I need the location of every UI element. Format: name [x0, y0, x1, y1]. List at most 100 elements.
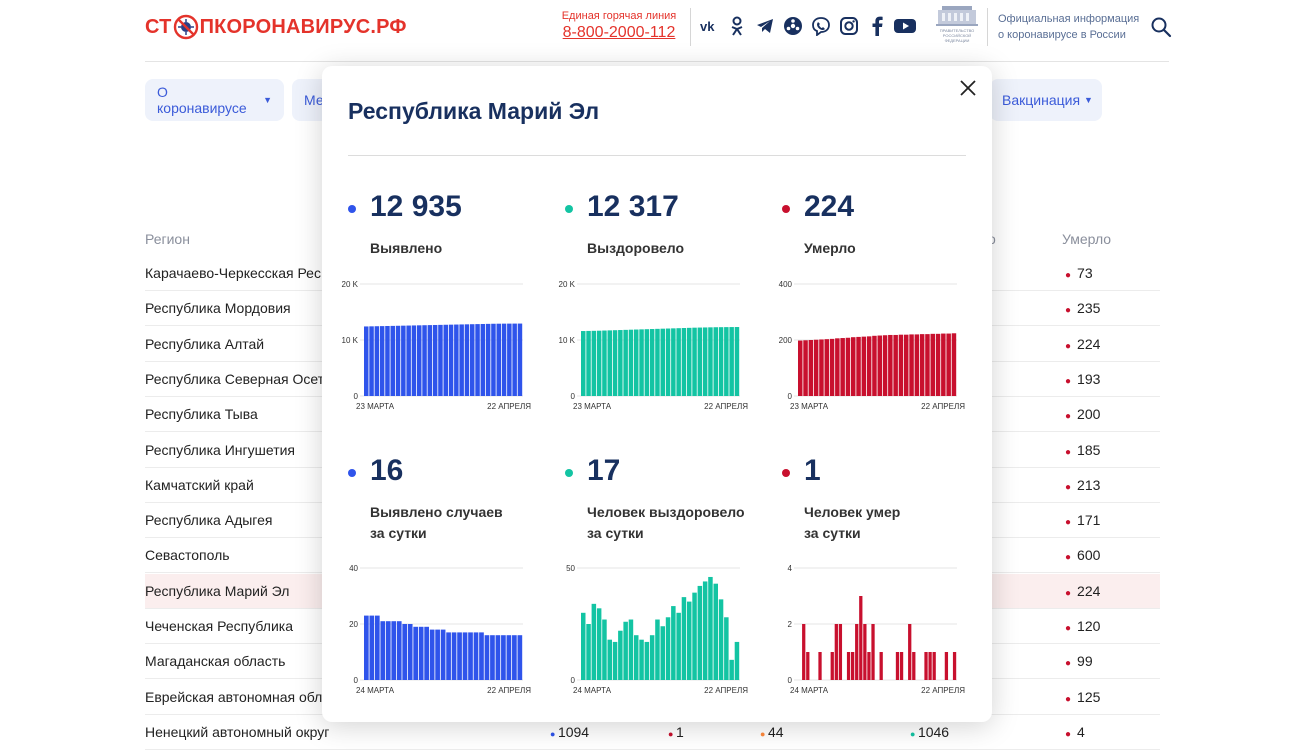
chart-bar [951, 333, 957, 396]
deaths-dot-icon: ● [1065, 587, 1072, 599]
column-header-region[interactable]: Регион [145, 231, 190, 247]
chart-bar [586, 330, 591, 396]
chart-bar [802, 624, 806, 680]
chart-bar [459, 324, 464, 396]
official-info-link[interactable]: Официальная информация о коронавирусе в … [998, 11, 1139, 43]
chart-bar [406, 325, 411, 396]
chart-bar [924, 652, 928, 680]
chart-bar [435, 629, 440, 680]
chart-bar [893, 334, 898, 396]
nav-vaccination[interactable]: Вакцинация ▼ [990, 79, 1102, 121]
y-tick-label: 40 [349, 564, 358, 573]
social-links: vk [698, 14, 916, 38]
chart-bar [928, 652, 932, 680]
divider [987, 8, 988, 46]
chart-bar [427, 325, 433, 396]
chart-bar [845, 337, 851, 396]
column-header-deaths[interactable]: Умерло [1062, 231, 1112, 247]
y-tick-label: 400 [779, 280, 793, 289]
chart-bar [834, 624, 838, 680]
chart-bar [702, 581, 708, 680]
chart-bar [501, 635, 506, 680]
vk-icon[interactable]: vk [698, 14, 720, 38]
chevron-down-icon: ▼ [263, 95, 272, 105]
chart-bar [468, 632, 473, 680]
chart-bar [422, 325, 427, 396]
chart-bar [446, 632, 451, 680]
site-logo[interactable]: СТ ПКОРОНАВИРУС.РФ [145, 12, 407, 42]
chart-bar [402, 624, 408, 680]
chart-bar [904, 334, 909, 396]
chart-bar [798, 340, 803, 396]
deaths-dot-icon: ● [1065, 623, 1072, 634]
deaths-dot-icon: ● [1065, 270, 1072, 281]
official-info-line1: Официальная информация [998, 13, 1140, 25]
chart-bar [484, 635, 490, 680]
chart-bar [724, 617, 729, 680]
chart-bar [649, 329, 655, 396]
chart-bar [401, 325, 406, 396]
deaths-value: ● 4 [1065, 723, 1085, 740]
nav-about-coronavirus[interactable]: О коронавирусе ▼ [145, 79, 284, 121]
chart-bar [501, 323, 507, 396]
deaths-dot-icon: ● [1065, 552, 1072, 564]
bar-chart: 40 20 024 МАРТА 22 АПРЕЛЯ [349, 564, 531, 695]
chart-bar [440, 629, 446, 680]
chart-bar [713, 327, 718, 396]
chart-confirmed_daily: 40 20 0 24 МАРТА 22 АПРЕЛЯ [338, 563, 533, 708]
bar-chart: 4 2 024 МАРТА 22 АПРЕЛЯ [788, 564, 966, 695]
modal-divider [348, 155, 966, 156]
region-name: Республика Мордовия [145, 300, 291, 317]
youtube-icon[interactable] [894, 14, 916, 38]
government-emblem-icon[interactable]: ПРАВИТЕЛЬСТВО РОССИЙСКОЙ ФЕДЕРАЦИИ [934, 4, 980, 46]
chart-bar [859, 596, 863, 680]
odnoklassniki-icon[interactable] [726, 14, 748, 38]
y-tick-label: 0 [354, 676, 359, 685]
chart-bar [803, 340, 808, 396]
chart-bar [908, 624, 912, 680]
chart-bar [687, 327, 692, 396]
deaths-value: ● 224 [1065, 335, 1101, 352]
chart-bar [665, 328, 671, 396]
value-dot-icon: ● [910, 728, 918, 739]
chart-bar [407, 624, 413, 680]
chart-bar [413, 626, 419, 680]
chart-confirmed_total: 20 K 10 K 0 23 МАРТА 22 АПРЕЛЯ [338, 279, 533, 424]
chart-bar [479, 632, 484, 680]
header-divider [145, 61, 1169, 62]
chart-bar [644, 641, 650, 680]
chart-bar [369, 615, 375, 680]
chart-bar [411, 325, 417, 396]
chart-bar [713, 583, 718, 680]
bar-chart: 20 K 10 K 023 МАРТА 22 АПРЕЛЯ [559, 280, 749, 411]
chart-bar [470, 324, 475, 396]
chart-bar [457, 632, 462, 680]
chart-bar [485, 323, 491, 396]
telegram-icon[interactable] [754, 14, 776, 38]
viber-icon[interactable] [810, 14, 832, 38]
chart-bar [418, 626, 424, 680]
chart-bar [496, 323, 501, 396]
chart-bar [835, 338, 840, 396]
chart-bar [840, 338, 845, 396]
chart-bar [909, 334, 914, 396]
y-tick-label: 0 [788, 676, 793, 685]
bar-chart: 400 200 023 МАРТА 22 АПРЕЛЯ [779, 280, 966, 411]
hotline-number-link[interactable]: 8-800-2000-112 [562, 24, 676, 41]
stat-value: 1 [804, 454, 821, 487]
messenger-icon[interactable] [782, 14, 804, 38]
chart-bar [671, 606, 676, 680]
search-icon[interactable] [1150, 16, 1172, 38]
x-end-label: 22 АПРЕЛЯ [704, 402, 748, 411]
chart-bar [882, 335, 888, 396]
close-icon[interactable] [958, 78, 978, 98]
instagram-icon[interactable] [838, 14, 860, 38]
chart-bar [432, 324, 438, 396]
facebook-icon[interactable] [866, 14, 888, 38]
region-name: Республика Адыгея [145, 512, 273, 529]
chart-recovered_daily: 50 0 24 МАРТА 22 АПРЕЛЯ [555, 563, 750, 708]
chart-bar [872, 335, 877, 396]
chart-deaths_total: 400 200 0 23 МАРТА 22 АПРЕЛЯ [772, 279, 967, 424]
svg-text:ПРАВИТЕЛЬСТВО: ПРАВИТЕЛЬСТВО [940, 28, 975, 33]
bar-chart: 20 K 10 K 023 МАРТА 22 АПРЕЛЯ [342, 280, 532, 411]
